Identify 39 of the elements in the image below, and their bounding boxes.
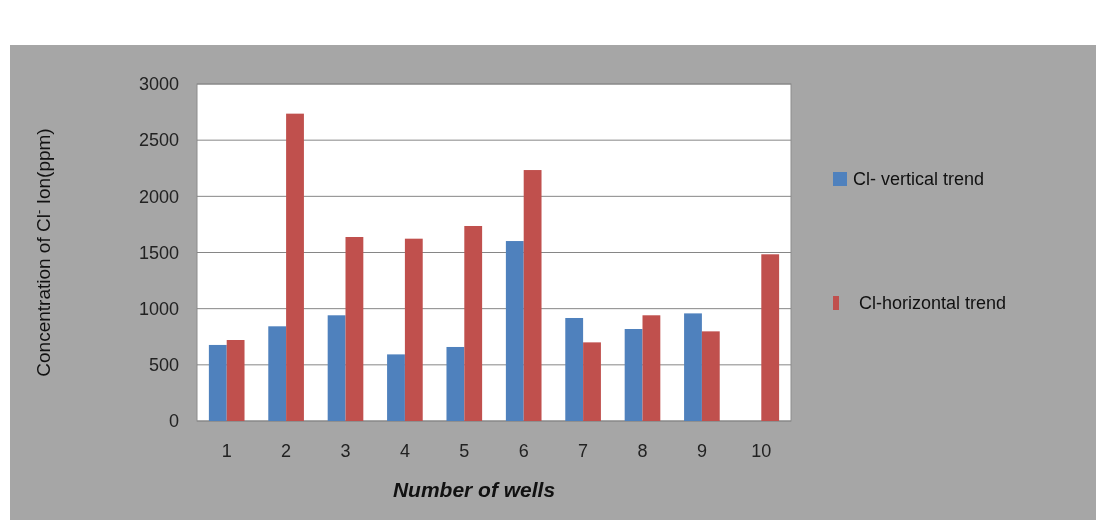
- x-tick-label: 4: [399, 441, 410, 461]
- x-tick-label: 9: [696, 441, 707, 461]
- x-tick-label: 6: [518, 441, 529, 461]
- bar: [268, 326, 287, 421]
- bar: [286, 113, 304, 421]
- y-tick-label: 3000: [138, 74, 179, 95]
- bar: [565, 317, 584, 421]
- y-tick-label: 1000: [138, 298, 179, 319]
- bar: [387, 354, 405, 421]
- x-tick-label: 2: [281, 441, 292, 461]
- x-axis-title: Number of wells: [392, 478, 556, 501]
- y-tick-label: 2500: [138, 130, 179, 151]
- bar: [404, 238, 423, 421]
- x-tick-label: 8: [637, 441, 648, 461]
- x-tick-label: 3: [340, 441, 351, 461]
- bar: [523, 170, 542, 421]
- bar: [208, 344, 227, 421]
- bar: [505, 241, 524, 421]
- x-tick-label: 1: [221, 441, 232, 461]
- bar: [761, 254, 780, 421]
- bar: [583, 342, 601, 421]
- bar: [226, 340, 245, 421]
- bar: [684, 313, 702, 421]
- bar: [345, 237, 364, 421]
- bar: [327, 315, 346, 421]
- x-tick-label: 7: [578, 441, 589, 461]
- bar: [701, 331, 720, 421]
- bar: [464, 225, 483, 421]
- y-tick-label: 2000: [138, 186, 179, 207]
- x-tick-label: 5: [459, 441, 470, 461]
- y-tick-label: 500: [148, 355, 179, 376]
- y-tick-label: 1500: [138, 242, 179, 263]
- legend-label: Cl-horizontal trend: [859, 293, 1007, 314]
- bar: [642, 315, 661, 421]
- y-tick-label: 0: [168, 411, 179, 432]
- x-tick-label: 10: [751, 441, 772, 461]
- bar: [624, 329, 643, 421]
- bar: [446, 346, 465, 421]
- legend-label: Cl- vertical trend: [853, 169, 985, 190]
